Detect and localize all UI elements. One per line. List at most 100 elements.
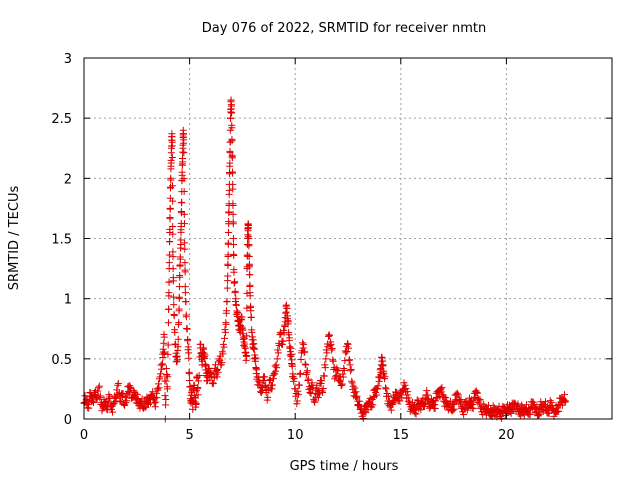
data-point-marker [224, 228, 232, 236]
data-point-marker [303, 369, 311, 377]
data-point-marker [253, 366, 261, 374]
data-point-marker [246, 292, 254, 300]
data-point-marker [304, 375, 312, 383]
data-point-marker [185, 370, 193, 378]
data-point-marker [261, 373, 269, 381]
data-point-marker [238, 323, 246, 331]
data-point-marker [162, 377, 170, 385]
data-point-marker [343, 340, 351, 348]
data-point-marker [133, 391, 141, 399]
data-point-marker [246, 271, 254, 279]
data-point-marker [517, 412, 525, 420]
data-point-marker [498, 414, 506, 422]
data-point-marker [301, 348, 309, 356]
data-point-marker [288, 362, 296, 370]
data-point-marker [226, 170, 234, 178]
data-point-marker [156, 373, 164, 381]
y-tick-label: 3 [64, 52, 72, 67]
data-point-marker [312, 394, 320, 402]
data-point-marker [303, 367, 311, 375]
data-point-marker [290, 375, 298, 383]
y-tick-label: 1 [64, 293, 72, 308]
data-point-marker [180, 139, 188, 147]
data-point-marker [241, 340, 249, 348]
data-point-marker [175, 294, 183, 302]
x-tick-label: 20 [498, 428, 515, 443]
data-point-marker [151, 403, 159, 411]
data-point-marker [162, 396, 170, 404]
data-point-marker [166, 225, 174, 233]
data-point-marker [245, 222, 253, 230]
data-point-marker [345, 356, 353, 364]
data-point-marker [228, 121, 236, 129]
data-point-marker [252, 354, 260, 362]
data-point-marker [378, 353, 386, 361]
data-point-marker [165, 251, 173, 259]
data-point-marker [467, 401, 475, 409]
y-axis-label: SRMTID / TECUs [7, 186, 22, 291]
data-point-marker [248, 333, 256, 341]
data-point-marker [84, 404, 92, 412]
data-point-marker [229, 234, 237, 242]
data-point-marker [318, 377, 326, 385]
data-point-marker [169, 197, 177, 205]
data-point-marker [439, 392, 447, 400]
data-point-marker [541, 398, 549, 406]
data-point-marker [431, 405, 439, 413]
data-point-marker [258, 386, 266, 394]
data-point-marker [165, 292, 173, 300]
data-point-marker [329, 357, 337, 365]
data-point-marker [289, 370, 297, 378]
data-point-marker [239, 326, 247, 334]
data-point-marker [159, 353, 167, 361]
data-point-marker [167, 159, 175, 167]
data-point-marker [152, 389, 160, 397]
data-point-marker [91, 391, 99, 399]
data-point-marker [106, 393, 114, 401]
data-point-marker [221, 326, 229, 334]
data-point-marker [457, 396, 465, 404]
data-point-marker [285, 329, 293, 337]
data-point-marker [155, 384, 163, 392]
data-point-marker [412, 410, 420, 418]
data-point-marker [185, 354, 193, 362]
data-point-marker [101, 401, 109, 409]
data-point-marker [87, 389, 95, 397]
data-point-marker [276, 331, 284, 339]
data-point-marker [247, 302, 255, 310]
data-point-marker [223, 297, 231, 305]
data-point-marker [340, 364, 348, 372]
data-point-marker [339, 370, 347, 378]
data-point-marker [249, 336, 257, 344]
data-point-marker [180, 149, 188, 157]
data-point-marker [347, 366, 355, 374]
data-point-marker [160, 330, 168, 338]
data-point-marker [270, 375, 278, 383]
data-point-marker [247, 313, 255, 321]
data-point-marker [114, 381, 122, 389]
data-point-marker [226, 126, 234, 134]
data-point-marker [297, 355, 305, 363]
data-point-marker [165, 305, 173, 313]
data-point-marker [170, 312, 178, 320]
data-point-marker [346, 361, 354, 369]
data-point-marker [561, 398, 569, 406]
data-point-marker [373, 391, 381, 399]
data-point-marker [449, 406, 457, 414]
data-point-marker [177, 228, 185, 236]
data-point-marker [315, 386, 323, 394]
data-point-marker [226, 114, 234, 122]
data-point-marker [352, 388, 360, 396]
data-point-marker [454, 391, 462, 399]
data-point-marker [165, 259, 173, 267]
data-point-marker [348, 377, 356, 385]
data-point-marker [98, 407, 106, 415]
data-point-marker [168, 142, 176, 150]
data-point-marker [164, 319, 172, 327]
data-point-marker [86, 388, 94, 396]
data-point-marker [245, 232, 253, 240]
data-point-marker [141, 403, 149, 411]
data-point-marker [375, 377, 383, 385]
data-point-marker [157, 361, 165, 369]
data-point-marker [347, 367, 355, 375]
